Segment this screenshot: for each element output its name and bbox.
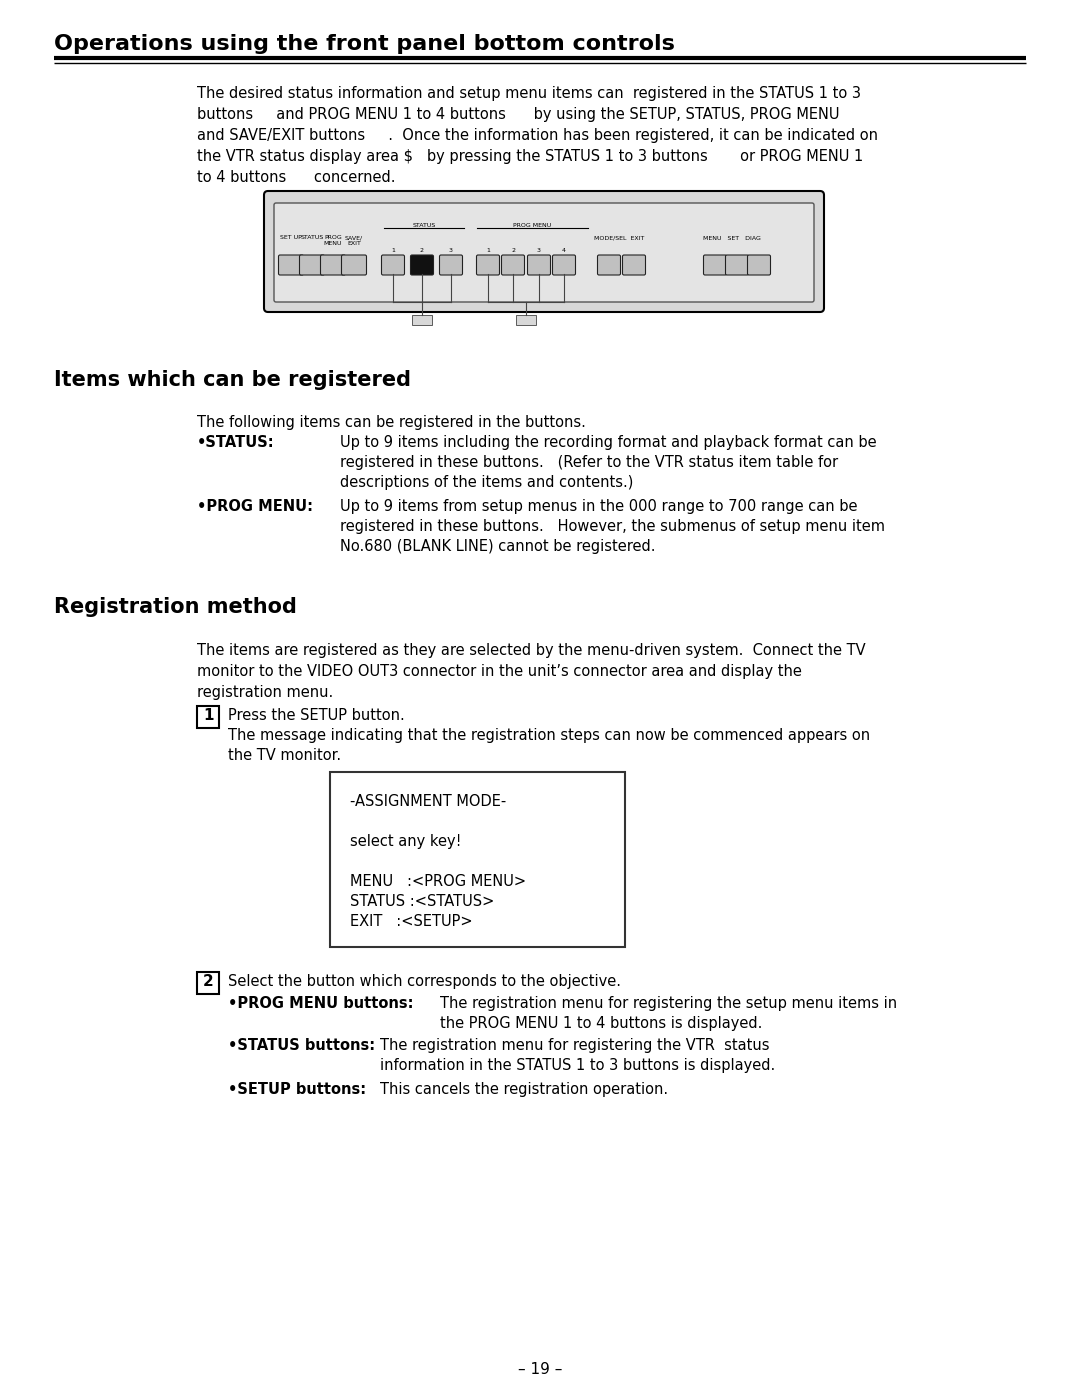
- Text: registration menu.: registration menu.: [197, 685, 334, 700]
- Bar: [411, 314, 432, 326]
- Text: the PROG MENU 1 to 4 buttons is displayed.: the PROG MENU 1 to 4 buttons is displaye…: [440, 1016, 762, 1031]
- FancyBboxPatch shape: [321, 256, 346, 275]
- FancyBboxPatch shape: [381, 256, 405, 275]
- Text: •SETUP buttons:: •SETUP buttons:: [228, 1083, 366, 1097]
- Text: 1: 1: [203, 708, 214, 724]
- Text: 2: 2: [511, 249, 515, 253]
- Bar: [197, 972, 219, 995]
- Text: Select the button which corresponds to the objective.: Select the button which corresponds to t…: [228, 974, 621, 989]
- Text: STATUS: STATUS: [413, 224, 435, 228]
- FancyBboxPatch shape: [341, 256, 366, 275]
- Text: the VTR status display area $   by pressing the STATUS 1 to 3 buttons       or P: the VTR status display area $ by pressin…: [197, 149, 863, 163]
- Text: EXIT   :<SETUP>: EXIT :<SETUP>: [350, 914, 473, 929]
- Text: The following items can be registered in the buttons.: The following items can be registered in…: [197, 415, 585, 430]
- Text: -ASSIGNMENT MODE-: -ASSIGNMENT MODE-: [350, 793, 507, 809]
- Bar: [197, 705, 219, 728]
- Text: •PROG MENU:: •PROG MENU:: [197, 499, 313, 514]
- Text: MODE/SEL  EXIT: MODE/SEL EXIT: [594, 236, 644, 242]
- Text: •PROG MENU buttons:: •PROG MENU buttons:: [228, 996, 414, 1011]
- FancyBboxPatch shape: [747, 256, 770, 275]
- Text: •STATUS:: •STATUS:: [197, 434, 274, 450]
- Text: registered in these buttons.   (Refer to the VTR status item table for: registered in these buttons. (Refer to t…: [340, 455, 838, 469]
- Text: The registration menu for registering the VTR  status: The registration menu for registering th…: [380, 1038, 769, 1053]
- Bar: [516, 314, 536, 326]
- Text: SAVE/
EXIT: SAVE/ EXIT: [345, 235, 363, 246]
- Text: This cancels the registration operation.: This cancels the registration operation.: [380, 1083, 669, 1097]
- Text: 2: 2: [420, 249, 424, 253]
- Text: •STATUS buttons:: •STATUS buttons:: [228, 1038, 375, 1053]
- FancyBboxPatch shape: [703, 256, 727, 275]
- Text: No.680 (BLANK LINE) cannot be registered.: No.680 (BLANK LINE) cannot be registered…: [340, 539, 656, 555]
- Text: 1: 1: [391, 249, 395, 253]
- Text: to 4 buttons      concerned.: to 4 buttons concerned.: [197, 170, 395, 184]
- FancyBboxPatch shape: [553, 256, 576, 275]
- Text: Items which can be registered: Items which can be registered: [54, 370, 411, 390]
- Text: STATUS :<STATUS>: STATUS :<STATUS>: [350, 894, 495, 909]
- FancyBboxPatch shape: [410, 256, 433, 275]
- Text: descriptions of the items and contents.): descriptions of the items and contents.): [340, 475, 633, 490]
- Text: MENU   :<PROG MENU>: MENU :<PROG MENU>: [350, 875, 526, 888]
- Text: 4: 4: [562, 249, 566, 253]
- Text: 3: 3: [449, 249, 453, 253]
- Text: Press the SETUP button.: Press the SETUP button.: [228, 708, 405, 724]
- Text: Operations using the front panel bottom controls: Operations using the front panel bottom …: [54, 34, 675, 54]
- FancyBboxPatch shape: [501, 256, 525, 275]
- Text: The message indicating that the registration steps can now be commenced appears : The message indicating that the registra…: [228, 728, 870, 743]
- Text: MENU   SET   DIAG: MENU SET DIAG: [703, 236, 761, 242]
- Text: 1: 1: [486, 249, 490, 253]
- FancyBboxPatch shape: [264, 191, 824, 312]
- FancyBboxPatch shape: [440, 256, 462, 275]
- Text: buttons     and PROG MENU 1 to 4 buttons      by using the SETUP, STATUS, PROG M: buttons and PROG MENU 1 to 4 buttons by …: [197, 108, 839, 122]
- Text: 3: 3: [537, 249, 541, 253]
- FancyBboxPatch shape: [274, 203, 814, 302]
- Text: STATUS: STATUS: [300, 235, 324, 240]
- Text: monitor to the VIDEO OUT3 connector in the unit’s connector area and display the: monitor to the VIDEO OUT3 connector in t…: [197, 664, 801, 679]
- Text: information in the STATUS 1 to 3 buttons is displayed.: information in the STATUS 1 to 3 buttons…: [380, 1058, 775, 1073]
- FancyBboxPatch shape: [622, 256, 646, 275]
- Text: 2: 2: [203, 974, 214, 989]
- Text: The desired status information and setup menu items can  registered in the STATU: The desired status information and setup…: [197, 87, 861, 101]
- FancyBboxPatch shape: [279, 256, 303, 275]
- Text: SET UP: SET UP: [280, 235, 302, 240]
- Text: registered in these buttons.   However, the submenus of setup menu item: registered in these buttons. However, th…: [340, 520, 885, 534]
- Text: Up to 9 items including the recording format and playback format can be: Up to 9 items including the recording fo…: [340, 434, 877, 450]
- Bar: [330, 773, 625, 947]
- FancyBboxPatch shape: [597, 256, 621, 275]
- FancyBboxPatch shape: [476, 256, 499, 275]
- FancyBboxPatch shape: [527, 256, 551, 275]
- Text: PROG
MENU: PROG MENU: [324, 235, 342, 246]
- Text: Up to 9 items from setup menus in the 000 range to 700 range can be: Up to 9 items from setup menus in the 00…: [340, 499, 858, 514]
- Text: Registration method: Registration method: [54, 597, 297, 617]
- Text: and SAVE/EXIT buttons     .  Once the information has been registered, it can be: and SAVE/EXIT buttons . Once the informa…: [197, 129, 878, 142]
- Text: select any key!: select any key!: [350, 834, 461, 849]
- FancyBboxPatch shape: [299, 256, 324, 275]
- FancyBboxPatch shape: [726, 256, 748, 275]
- Text: PROG MENU: PROG MENU: [513, 224, 551, 228]
- Text: – 19 –: – 19 –: [517, 1362, 563, 1377]
- Text: The registration menu for registering the setup menu items in: The registration menu for registering th…: [440, 996, 897, 1011]
- Text: the TV monitor.: the TV monitor.: [228, 747, 341, 763]
- Text: The items are registered as they are selected by the menu-driven system.  Connec: The items are registered as they are sel…: [197, 643, 866, 658]
